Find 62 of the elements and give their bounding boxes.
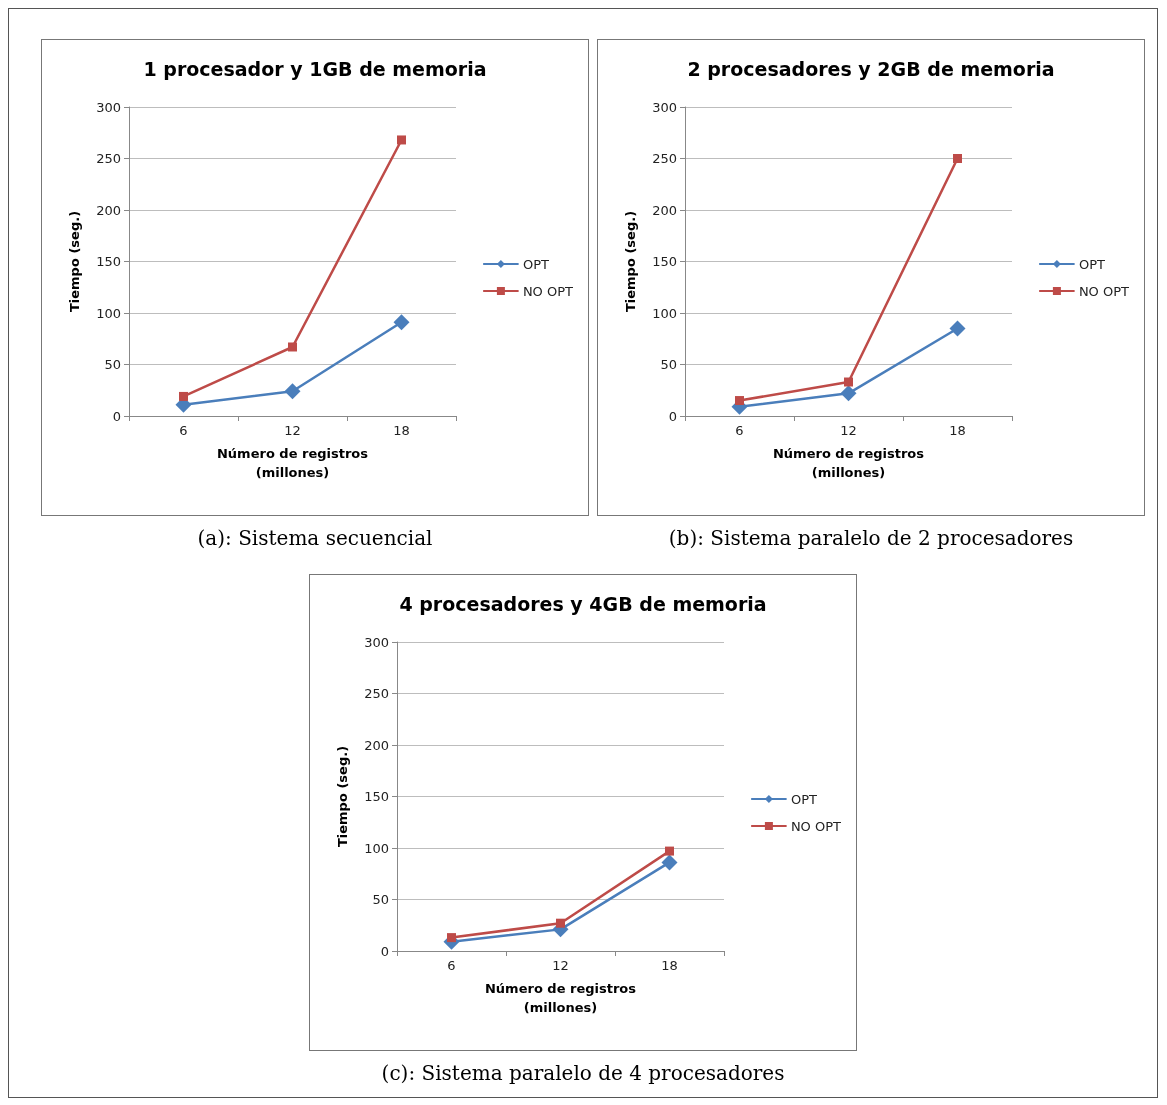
y-tick-label: 50 bbox=[372, 892, 389, 907]
legend-label: OPT bbox=[790, 791, 817, 807]
x-axis-title: Número de registros (millones) bbox=[772, 446, 925, 480]
point bbox=[949, 320, 966, 337]
legend-label: OPT bbox=[1078, 256, 1105, 272]
text: (a): Sistema secuencial bbox=[196, 526, 434, 550]
chart-title: 2 procesadores y 2GB de memoria bbox=[687, 57, 1055, 80]
text: (b): Sistema paralelo de 2 procesadores bbox=[667, 526, 1075, 550]
x-tick-label: 18 bbox=[949, 423, 966, 438]
y-axis-title: Tiempo (seg.) bbox=[623, 210, 638, 313]
y-tick-label: 200 bbox=[364, 737, 389, 753]
x-tick-label: 12 bbox=[840, 423, 857, 438]
y-tick-label: 250 bbox=[96, 151, 121, 166]
x-tick-label: 18 bbox=[661, 958, 678, 973]
y-tick-label: 150 bbox=[652, 254, 677, 269]
y-tick-label: 0 bbox=[112, 408, 121, 424]
point bbox=[735, 396, 744, 406]
x-axis-title: Número de registros (millones) bbox=[216, 446, 369, 480]
point bbox=[665, 846, 674, 856]
y-tick-label: 250 bbox=[652, 151, 677, 166]
y-tick-label: 250 bbox=[364, 686, 389, 701]
x-tick-label: 12 bbox=[284, 423, 301, 438]
y-tick-label: 0 bbox=[380, 943, 389, 959]
y-tick-label: 150 bbox=[96, 254, 121, 269]
y-tick-label: 100 bbox=[364, 840, 389, 856]
y-tick-label: 150 bbox=[364, 789, 389, 804]
x-tick-label: 18 bbox=[393, 423, 410, 438]
legend-label: NO OPT bbox=[522, 283, 574, 299]
y-tick-label: 50 bbox=[104, 357, 121, 372]
text: (c): Sistema paralelo de 4 procesadores bbox=[380, 1061, 786, 1085]
legend-label: NO OPT bbox=[1078, 283, 1130, 299]
chart-title: 1 procesador y 1GB de memoria bbox=[143, 57, 487, 80]
point bbox=[953, 154, 962, 163]
y-tick-label: 100 bbox=[96, 305, 121, 321]
point bbox=[393, 314, 410, 331]
x-tick-label: 12 bbox=[552, 958, 569, 973]
x-tick-label: 6 bbox=[735, 423, 744, 438]
point bbox=[288, 342, 297, 352]
chart-title: 4 procesadores y 4GB de memoria bbox=[399, 592, 767, 615]
y-tick-label: 100 bbox=[652, 305, 677, 321]
y-tick-label: 300 bbox=[652, 99, 677, 115]
point bbox=[840, 385, 857, 402]
y-tick-label: 200 bbox=[96, 202, 121, 218]
point bbox=[179, 391, 188, 401]
y-tick-label: 50 bbox=[660, 357, 677, 372]
y-tick-label: 200 bbox=[652, 202, 677, 218]
x-axis-title: Número de registros (millones) bbox=[484, 981, 637, 1015]
y-tick-label: 300 bbox=[364, 634, 389, 650]
y-tick-label: 300 bbox=[96, 99, 121, 115]
y-axis-title: Tiempo (seg.) bbox=[67, 210, 82, 313]
y-axis-title: Tiempo (seg.) bbox=[335, 745, 350, 848]
point bbox=[556, 918, 565, 928]
legend-label: OPT bbox=[522, 256, 549, 272]
y-tick-label: 0 bbox=[668, 408, 677, 424]
point bbox=[284, 383, 301, 400]
point bbox=[397, 135, 406, 145]
x-tick-label: 6 bbox=[447, 958, 456, 973]
point bbox=[844, 377, 853, 387]
legend-label: NO OPT bbox=[790, 818, 842, 834]
point bbox=[661, 854, 678, 871]
x-tick-label: 6 bbox=[179, 423, 188, 438]
point bbox=[447, 933, 456, 943]
